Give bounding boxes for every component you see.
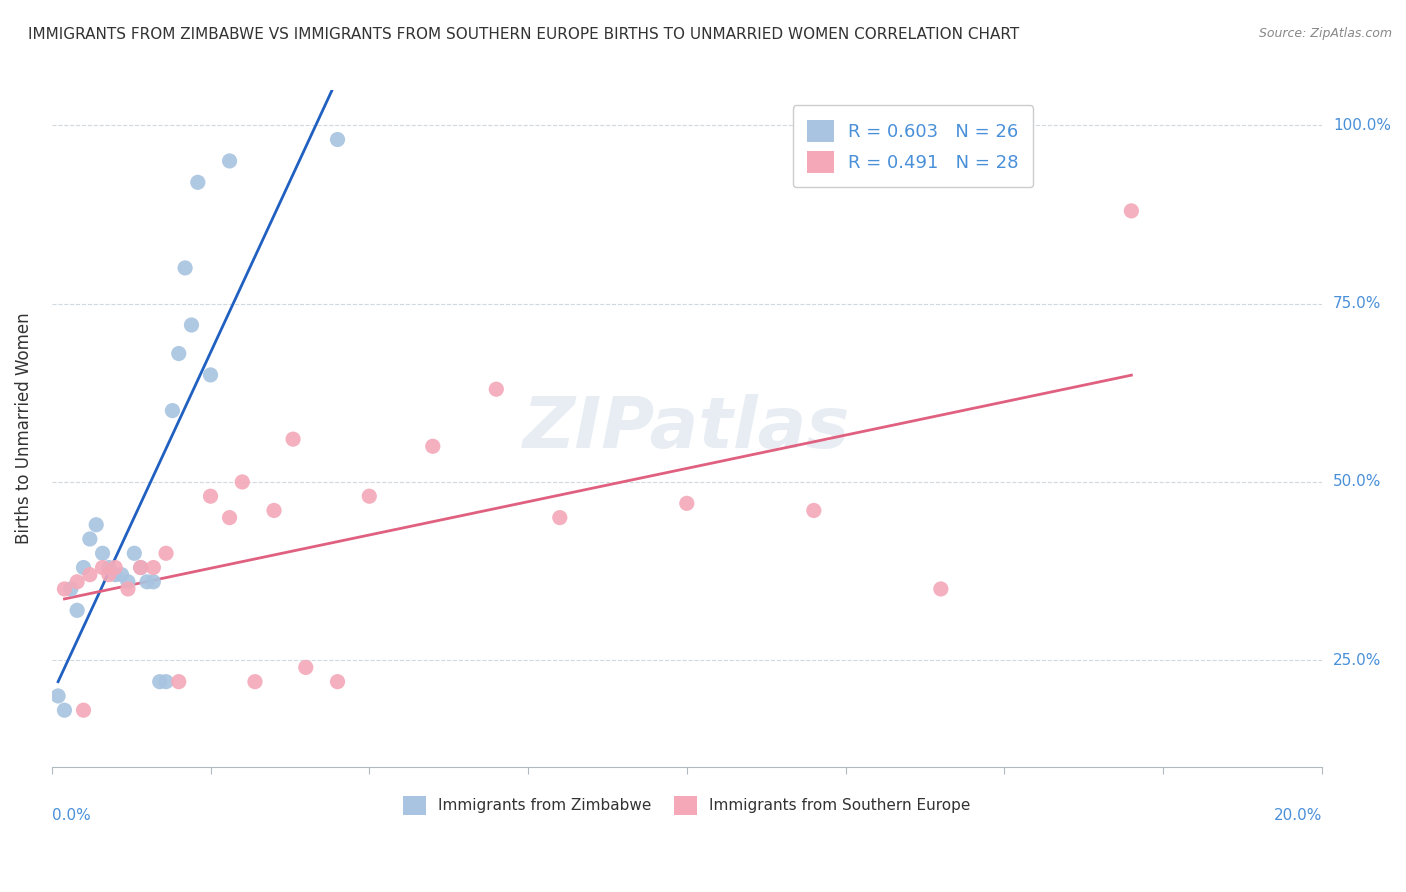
Point [167,346,190,360]
Point [104,560,127,574]
Point [326,674,349,689]
Text: 20.0%: 20.0% [1274,808,1322,823]
Point [53,703,76,717]
Point [136,574,159,589]
Point [1121,203,1143,218]
Point [263,503,285,517]
Point [72,560,94,574]
Point [187,175,209,189]
Point [59,582,82,596]
Text: ZIPatlas: ZIPatlas [523,394,851,463]
Point [129,560,152,574]
Point [281,432,304,446]
Point [104,567,127,582]
Point [129,560,152,574]
Point [66,603,89,617]
Point [200,368,222,382]
Point [174,260,197,275]
Point [359,489,381,503]
Text: 50.0%: 50.0% [1333,475,1381,490]
Text: 25.0%: 25.0% [1333,653,1381,668]
Text: 0.0%: 0.0% [52,808,90,823]
Point [422,439,444,453]
Point [231,475,253,489]
Point [124,546,146,560]
Point [79,567,101,582]
Text: IMMIGRANTS FROM ZIMBABWE VS IMMIGRANTS FROM SOUTHERN EUROPE BIRTHS TO UNMARRIED : IMMIGRANTS FROM ZIMBABWE VS IMMIGRANTS F… [28,27,1019,42]
Point [218,510,240,524]
Point [155,546,177,560]
Point [326,132,349,146]
Text: Source: ZipAtlas.com: Source: ZipAtlas.com [1258,27,1392,40]
Point [294,660,316,674]
Point [46,689,69,703]
Point [97,560,120,574]
Text: 100.0%: 100.0% [1333,118,1391,133]
Point [53,582,76,596]
Point [72,703,94,717]
Point [218,153,240,168]
Point [803,503,825,517]
Point [91,546,114,560]
Point [142,574,165,589]
Point [91,560,114,574]
Text: 75.0%: 75.0% [1333,296,1381,311]
Point [167,674,190,689]
Point [79,532,101,546]
Point [66,574,89,589]
Point [117,582,139,596]
Point [675,496,697,510]
Legend: Immigrants from Zimbabwe, Immigrants from Southern Europe: Immigrants from Zimbabwe, Immigrants fro… [396,789,977,821]
Point [162,403,184,417]
Point [97,567,120,582]
Point [548,510,571,524]
Point [149,674,172,689]
Point [155,674,177,689]
Point [200,489,222,503]
Point [180,318,202,332]
Point [243,674,266,689]
Point [84,517,107,532]
Y-axis label: Births to Unmarried Women: Births to Unmarried Women [15,312,32,544]
Point [117,574,139,589]
Point [110,567,132,582]
Point [142,560,165,574]
Point [929,582,952,596]
Point [485,382,508,396]
